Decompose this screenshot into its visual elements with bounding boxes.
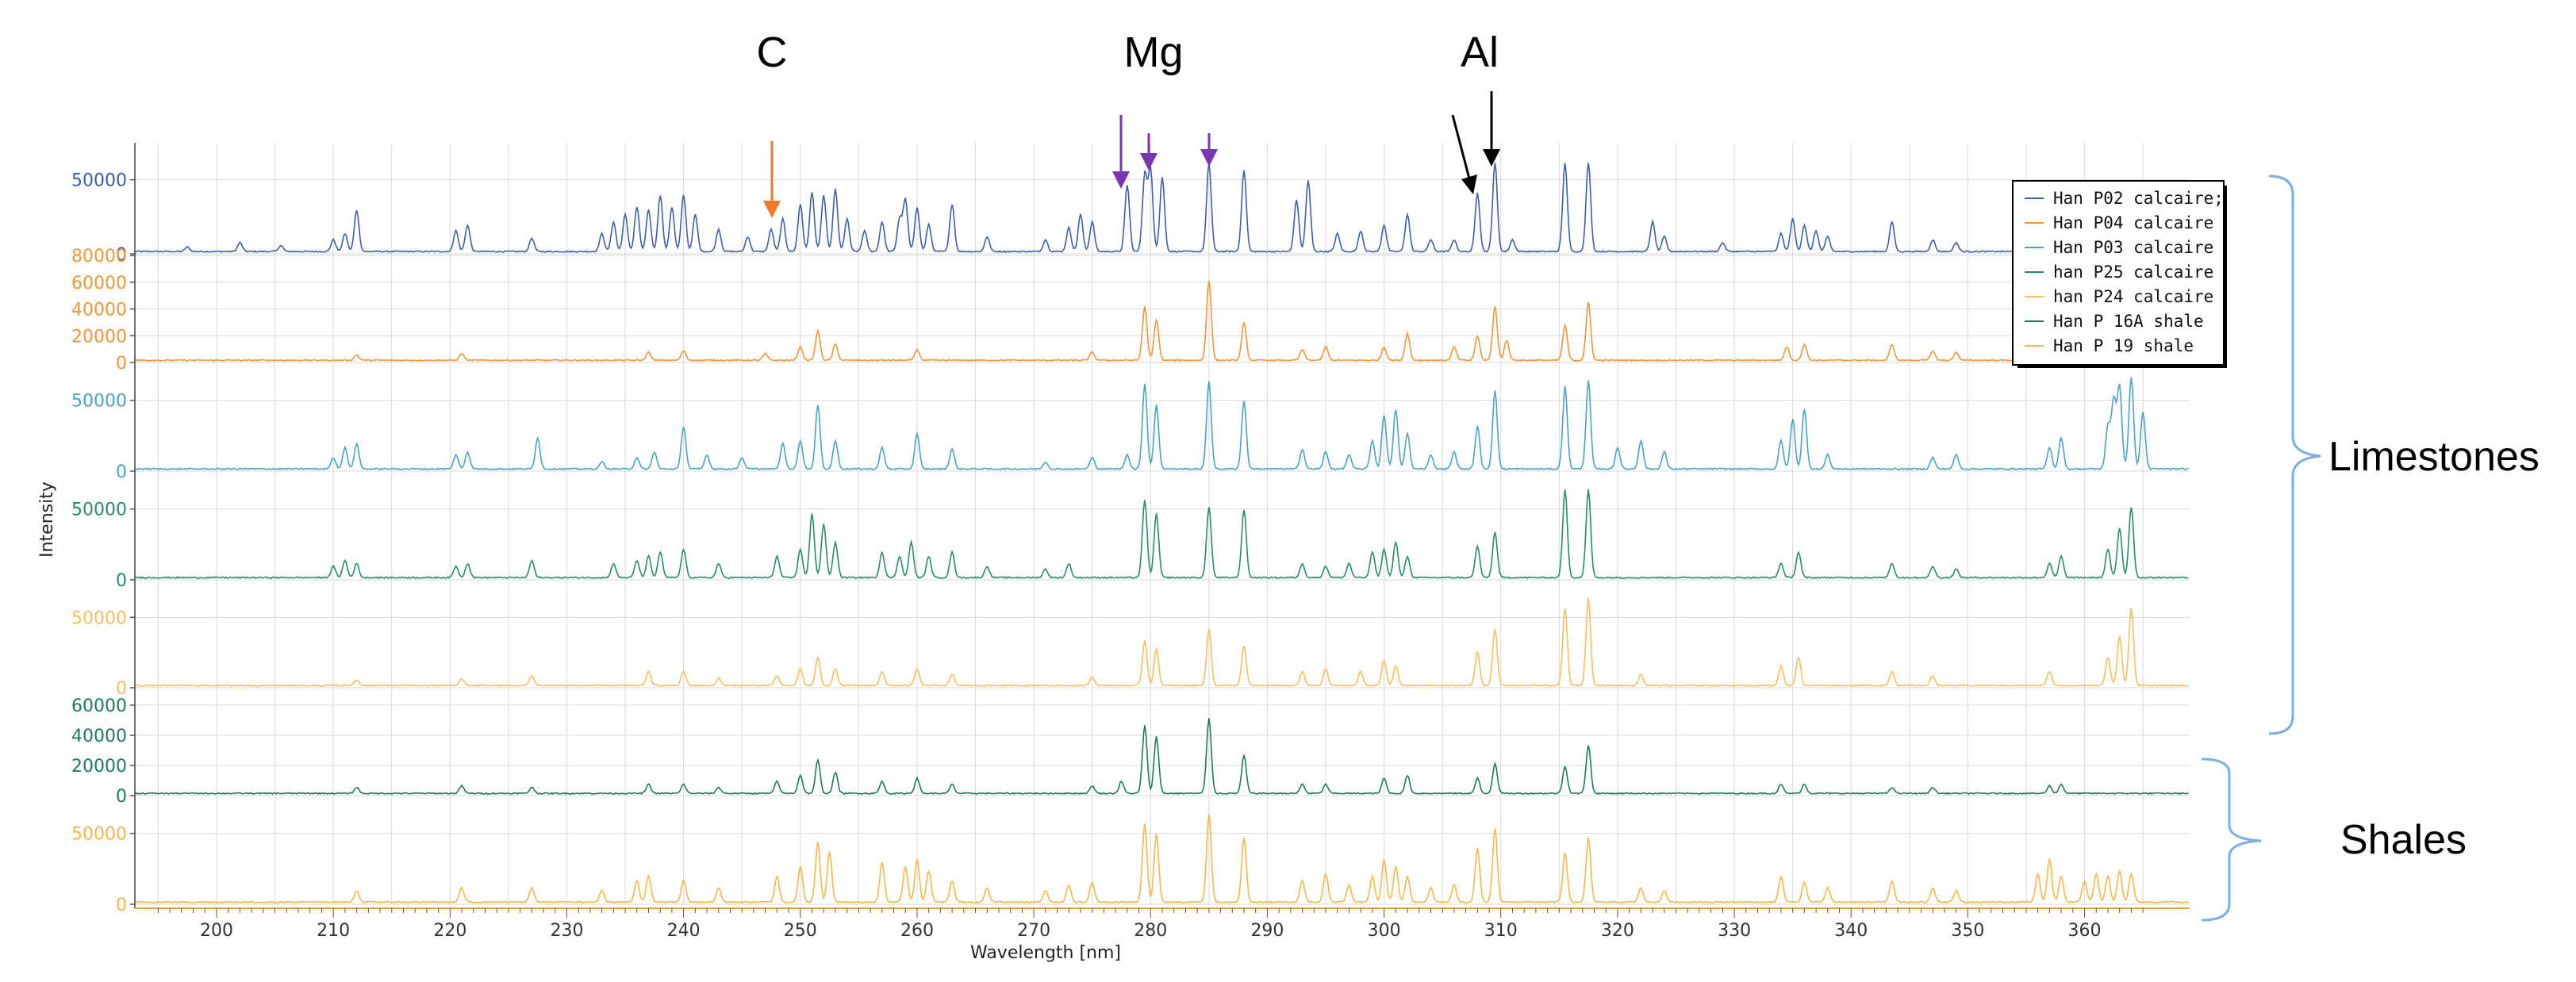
arrow-magnesium-2 xyxy=(1140,133,1157,171)
y-tick-label: 60000 xyxy=(71,696,127,716)
legend-label: han P25 calcaire xyxy=(2053,263,2213,282)
arrow-magnesium-3 xyxy=(1200,133,1218,167)
series-line-4 xyxy=(134,489,2189,580)
x-tick-label: 310 xyxy=(1484,921,1518,941)
y-tick-label: 80000 xyxy=(71,247,127,267)
group-label-limestones: Limestones xyxy=(2328,434,2540,480)
y-tick-label: 20000 xyxy=(71,327,127,347)
brace-limestones xyxy=(2268,175,2321,735)
x-tick-label: 320 xyxy=(1601,921,1634,941)
series-line-2 xyxy=(134,280,2189,362)
y-axis: 0500000200004000060000800000500000500000… xyxy=(71,143,136,915)
legend-label: Han P 19 shale xyxy=(2053,336,2194,355)
label-carbon: C xyxy=(757,29,788,76)
x-tick-label: 240 xyxy=(667,921,701,941)
y-tick-label: 60000 xyxy=(71,274,127,293)
series-line-3 xyxy=(134,377,2189,471)
legend-shadow-bottom xyxy=(2017,365,2227,368)
y-tick-label: 40000 xyxy=(71,301,127,320)
x-tick-label: 300 xyxy=(1368,921,1401,941)
y-tick-label: 0 xyxy=(116,245,127,265)
series-line-7 xyxy=(134,815,2189,904)
series-line-6 xyxy=(134,718,2189,796)
legend: Han P02 calcaire; Han P04 calcaire Han P03… xyxy=(2012,180,2227,368)
x-tick-label: 330 xyxy=(1718,921,1751,941)
label-aluminium: Al xyxy=(1461,29,1499,76)
x-axis: 200 210 220 230 240 250 260 270 280 290 300 310 320 3… xyxy=(135,907,2190,941)
x-tick-label: 260 xyxy=(900,921,934,941)
y-tick-label: 0 xyxy=(116,679,127,699)
x-tick-label: 340 xyxy=(1834,921,1868,941)
arrow-aluminium-1 xyxy=(1451,114,1477,194)
y-tick-label: 50000 xyxy=(71,392,127,412)
x-tick-label: 270 xyxy=(1017,921,1050,941)
legend-shadow xyxy=(2224,186,2227,368)
x-tick-label: 210 xyxy=(317,921,350,941)
y-axis-title: Intensity xyxy=(37,481,57,558)
group-label-shales: Shales xyxy=(2340,817,2467,863)
x-tick-label: 360 xyxy=(2068,921,2102,941)
y-tick-label: 50000 xyxy=(71,501,127,520)
y-tick-label: 0 xyxy=(116,896,127,915)
legend-label: Han P02 calcaire; xyxy=(2053,189,2224,208)
series-line-1 xyxy=(134,162,2189,254)
series-line-5 xyxy=(134,597,2189,688)
legend-label: han P24 calcaire xyxy=(2053,287,2213,306)
x-axis-title: Wavelength [nm] xyxy=(970,943,1121,963)
x-tick-label: 230 xyxy=(550,921,583,941)
x-tick-label: 250 xyxy=(784,921,817,941)
x-tick-label: 220 xyxy=(433,921,466,941)
x-tick-label: 350 xyxy=(1951,921,1984,941)
y-tick-label: 0 xyxy=(116,354,127,374)
y-tick-label: 0 xyxy=(116,462,127,482)
arrow-magnesium-1 xyxy=(1112,115,1130,189)
series-layer xyxy=(134,162,2189,904)
legend-label: Han P03 calcaire xyxy=(2053,238,2213,257)
y-tick-label: 50000 xyxy=(71,608,127,628)
y-tick-label: 20000 xyxy=(71,757,127,777)
x-tick-label: 200 xyxy=(200,921,233,941)
y-tick-label: 0 xyxy=(116,787,127,807)
y-tick-label: 50000 xyxy=(71,171,127,191)
grid xyxy=(135,143,2190,905)
legend-label: Han P04 calcaire xyxy=(2053,213,2213,232)
brace-shales xyxy=(2201,758,2262,922)
y-tick-label: 0 xyxy=(116,571,127,591)
legend-label: Han P 16A shale xyxy=(2053,312,2204,331)
y-tick-label: 40000 xyxy=(71,727,127,746)
arrow-carbon xyxy=(763,141,781,218)
label-magnesium: Mg xyxy=(1123,29,1183,76)
arrow-aluminium-2 xyxy=(1483,91,1500,167)
x-tick-label: 290 xyxy=(1250,921,1284,941)
x-tick-label: 280 xyxy=(1134,921,1167,941)
y-tick-label: 50000 xyxy=(71,825,127,845)
